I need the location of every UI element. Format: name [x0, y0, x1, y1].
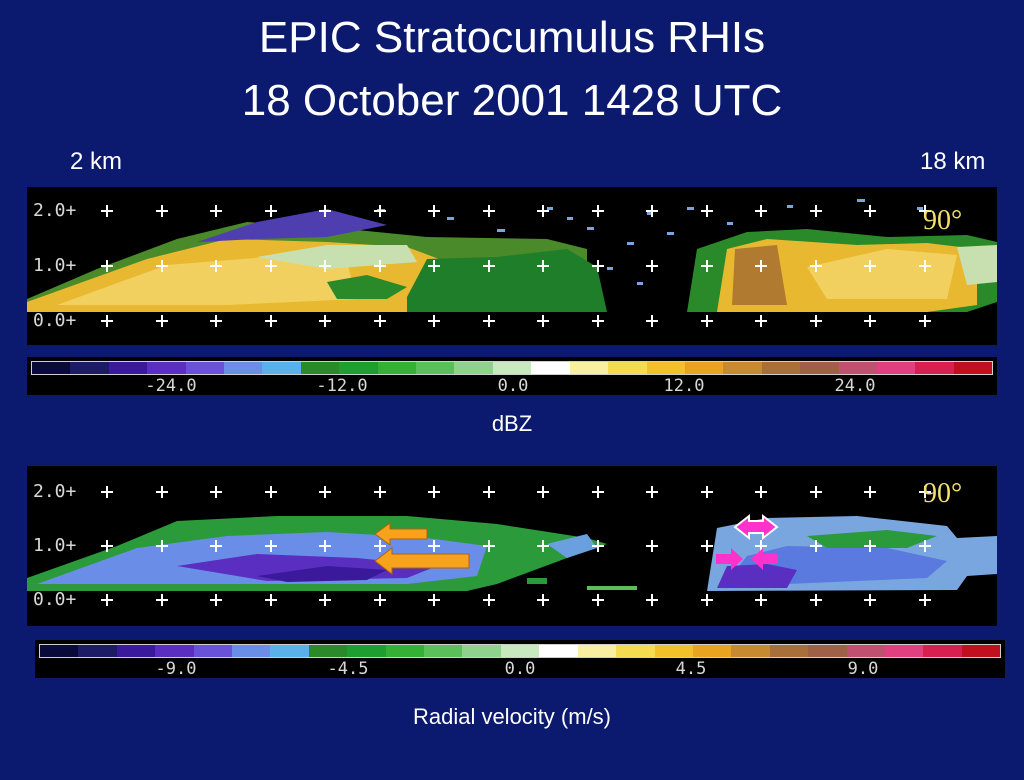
colorbar-segment	[684, 362, 724, 374]
colorbar-segment	[500, 645, 540, 657]
colorbar-segment	[40, 645, 79, 657]
colorbar-segment	[731, 645, 770, 657]
colorbar-segment	[185, 362, 225, 374]
orange-left-arrow-lower	[374, 546, 470, 576]
velocity-colorbar: -9.0 -4.5 0.0 4.5 9.0	[35, 640, 1005, 679]
colorbar-segment	[577, 645, 617, 657]
colorbar-segment	[385, 645, 425, 657]
colorbar-segment	[424, 645, 463, 657]
velocity-azimuth-label: 90°	[923, 478, 963, 509]
colorbar-segment	[846, 645, 885, 657]
reflectivity-colorbar-label: 0.0	[497, 376, 529, 396]
colorbar-segment	[70, 362, 109, 374]
reflectivity-ytick-2km: 2.0+	[33, 200, 77, 221]
velocity-image	[27, 486, 997, 606]
colorbar-segment	[347, 645, 386, 657]
velocity-echo	[27, 516, 997, 591]
velocity-colorbar-label: -4.5	[327, 659, 369, 679]
reflectivity-colorbar-label: -24.0	[145, 376, 197, 396]
reflectivity-speckle	[377, 199, 923, 285]
colorbar-segment	[654, 645, 693, 657]
velocity-grid-marks	[101, 486, 931, 606]
colorbar-segment	[147, 362, 186, 374]
colorbar-segment	[569, 362, 609, 374]
colorbar-segment	[876, 362, 916, 374]
colorbar-segment	[808, 645, 847, 657]
colorbar-segment	[339, 362, 378, 374]
reflectivity-azimuth-label: 90°	[923, 205, 963, 236]
colorbar-segment	[800, 362, 839, 374]
colorbar-segment	[232, 645, 271, 657]
colorbar-segment	[953, 362, 993, 374]
colorbar-segment	[961, 645, 1001, 657]
colorbar-segment	[155, 645, 194, 657]
reflectivity-colorbar-label: -12.0	[316, 376, 368, 396]
orange-left-arrow-upper	[374, 522, 428, 546]
reflectivity-grid-marks	[101, 205, 931, 327]
velocity-colorbar-label: 9.0	[847, 659, 879, 679]
reflectivity-colorbar-label: 24.0	[834, 376, 876, 396]
title-line-2: 18 October 2001 1428 UTC	[241, 76, 783, 125]
velocity-colorbar-label: 4.5	[675, 659, 707, 679]
colorbar-segment	[539, 645, 578, 657]
colorbar-segment	[492, 362, 532, 374]
colorbar-segment	[884, 645, 924, 657]
reflectivity-colorbar-strip	[31, 361, 993, 375]
flow-arrow-annotations	[374, 513, 779, 576]
colorbar-segment	[646, 362, 685, 374]
colorbar-segment	[923, 645, 962, 657]
magenta-left-arrow	[751, 548, 778, 570]
colorbar-segment	[723, 362, 762, 374]
colorbar-segment	[454, 362, 493, 374]
colorbar-segment	[32, 362, 71, 374]
colorbar-segment	[769, 645, 809, 657]
velocity-colorbar-label: -9.0	[155, 659, 197, 679]
colorbar-segment	[78, 645, 117, 657]
reflectivity-rhi-panel: 2.0+ 1.0+ 0.0+ 90°	[27, 187, 997, 345]
colorbar-segment	[116, 645, 156, 657]
title-line-1: EPIC Stratocumulus RHIs	[258, 13, 766, 62]
colorbar-segment	[108, 362, 148, 374]
colorbar-segment	[377, 362, 417, 374]
colorbar-segment	[761, 362, 801, 374]
velocity-ytick-2km: 2.0+	[33, 481, 77, 502]
colorbar-segment	[416, 362, 455, 374]
reflectivity-colorbar-label: 12.0	[663, 376, 705, 396]
colorbar-segment	[838, 362, 877, 374]
colorbar-segment	[270, 645, 309, 657]
colorbar-segment	[915, 362, 954, 374]
colorbar-segment	[308, 645, 348, 657]
reflectivity-unit-label: dBZ	[491, 411, 533, 436]
reflectivity-echo	[27, 209, 997, 312]
reflectivity-colorbar: -24.0 -12.0 0.0 12.0 24.0	[27, 357, 997, 396]
magenta-double-arrow	[733, 513, 779, 541]
colorbar-segment	[692, 645, 732, 657]
velocity-colorbar-strip	[39, 644, 1001, 658]
colorbar-segment	[262, 362, 301, 374]
colorbar-segment	[462, 645, 501, 657]
range-end-label: 18 km	[920, 148, 986, 175]
colorbar-segment	[616, 645, 655, 657]
colorbar-segment	[224, 362, 263, 374]
reflectivity-ytick-1km: 1.0+	[33, 255, 77, 276]
reflectivity-image	[27, 199, 997, 327]
reflectivity-ytick-0km: 0.0+	[33, 310, 77, 331]
colorbar-segment	[531, 362, 570, 374]
velocity-ytick-1km: 1.0+	[33, 535, 77, 556]
colorbar-segment	[608, 362, 647, 374]
colorbar-segment	[193, 645, 233, 657]
velocity-unit-label: Radial velocity (m/s)	[412, 704, 612, 729]
velocity-rhi-panel: 2.0+ 1.0+ 0.0+ 90°	[27, 466, 997, 626]
colorbar-segment	[300, 362, 340, 374]
range-start-label: 2 km	[70, 148, 123, 175]
velocity-ytick-0km: 0.0+	[33, 589, 77, 610]
velocity-colorbar-label: 0.0	[504, 659, 536, 679]
magenta-right-arrow	[716, 548, 743, 570]
